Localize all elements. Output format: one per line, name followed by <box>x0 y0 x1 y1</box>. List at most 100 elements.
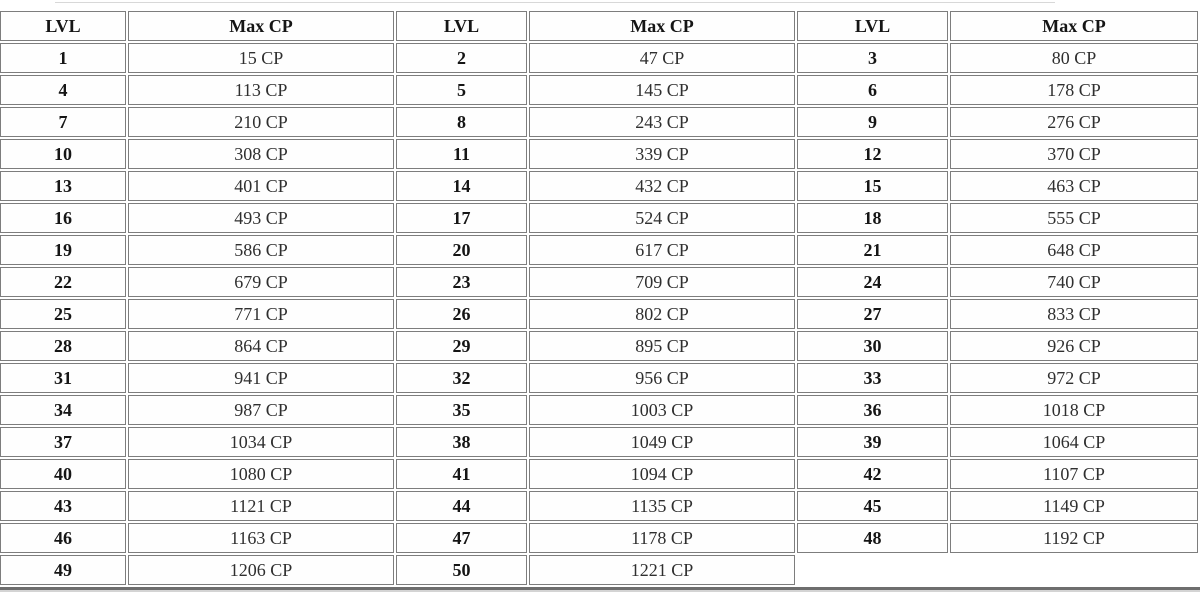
bottom-rule <box>0 587 1200 590</box>
max-cp-cell: 1135 CP <box>529 491 795 521</box>
max-cp-cell: 15 CP <box>128 43 394 73</box>
column-header-max-cp: Max CP <box>128 11 394 41</box>
level-cell: 45 <box>797 491 948 521</box>
level-cell: 5 <box>396 75 527 105</box>
table-row: 34 987 CP 35 1003 CP 36 1018 CP <box>0 395 1198 425</box>
level-cell: 44 <box>396 491 527 521</box>
column-header-lvl: LVL <box>0 11 126 41</box>
level-cell: 9 <box>797 107 948 137</box>
max-cp-cell: 47 CP <box>529 43 795 73</box>
level-cell: 38 <box>396 427 527 457</box>
level-cell: 47 <box>396 523 527 553</box>
level-cell: 3 <box>797 43 948 73</box>
max-cp-cell: 956 CP <box>529 363 795 393</box>
max-cp-cell: 1149 CP <box>950 491 1198 521</box>
level-cell: 40 <box>0 459 126 489</box>
table-row: 22 679 CP 23 709 CP 24 740 CP <box>0 267 1198 297</box>
max-cp-cell: 740 CP <box>950 267 1198 297</box>
level-cell: 12 <box>797 139 948 169</box>
level-cell: 37 <box>0 427 126 457</box>
max-cp-cell: 972 CP <box>950 363 1198 393</box>
level-cell: 17 <box>396 203 527 233</box>
level-cell: 48 <box>797 523 948 553</box>
table-row: 16 493 CP 17 524 CP 18 555 CP <box>0 203 1198 233</box>
level-cell: 13 <box>0 171 126 201</box>
level-cell: 26 <box>396 299 527 329</box>
level-cell: 19 <box>0 235 126 265</box>
level-cell: 29 <box>396 331 527 361</box>
level-cell: 22 <box>0 267 126 297</box>
level-cell: 2 <box>396 43 527 73</box>
table-row: 19 586 CP 20 617 CP 21 648 CP <box>0 235 1198 265</box>
level-cell: 8 <box>396 107 527 137</box>
table-row: 43 1121 CP 44 1135 CP 45 1149 CP <box>0 491 1198 521</box>
max-cp-cell: 833 CP <box>950 299 1198 329</box>
level-cell: 4 <box>0 75 126 105</box>
level-cell: 41 <box>396 459 527 489</box>
max-cp-cell: 1107 CP <box>950 459 1198 489</box>
max-cp-cell: 1080 CP <box>128 459 394 489</box>
table-row: 49 1206 CP 50 1221 CP <box>0 555 1198 585</box>
max-cp-cell: 895 CP <box>529 331 795 361</box>
column-header-lvl: LVL <box>396 11 527 41</box>
max-cp-cell: 1064 CP <box>950 427 1198 457</box>
max-cp-cell: 370 CP <box>950 139 1198 169</box>
level-cell: 33 <box>797 363 948 393</box>
max-cp-cell: 1192 CP <box>950 523 1198 553</box>
level-cell: 15 <box>797 171 948 201</box>
level-cell: 11 <box>396 139 527 169</box>
column-header-lvl: LVL <box>797 11 948 41</box>
level-cell: 34 <box>0 395 126 425</box>
level-cell: 30 <box>797 331 948 361</box>
max-cp-cell: 709 CP <box>529 267 795 297</box>
table-row: 46 1163 CP 47 1178 CP 48 1192 CP <box>0 523 1198 553</box>
level-cell: 28 <box>0 331 126 361</box>
max-cp-cell: 524 CP <box>529 203 795 233</box>
level-cell: 39 <box>797 427 948 457</box>
level-cell: 36 <box>797 395 948 425</box>
level-cell: 1 <box>0 43 126 73</box>
level-cell: 42 <box>797 459 948 489</box>
max-cp-cell: 1163 CP <box>128 523 394 553</box>
level-cell: 16 <box>0 203 126 233</box>
max-cp-cell: 771 CP <box>128 299 394 329</box>
max-cp-cell: 80 CP <box>950 43 1198 73</box>
max-cp-cell: 308 CP <box>128 139 394 169</box>
table-row: 1 15 CP 2 47 CP 3 80 CP <box>0 43 1198 73</box>
max-cp-cell: 463 CP <box>950 171 1198 201</box>
level-cell: 25 <box>0 299 126 329</box>
max-cp-cell: 276 CP <box>950 107 1198 137</box>
max-cp-cell: 1049 CP <box>529 427 795 457</box>
max-cp-level-table: LVL Max CP LVL Max CP LVL Max CP 1 15 CP 2 47 CP… <box>0 9 1200 587</box>
table-row: 25 771 CP 26 802 CP 27 833 CP <box>0 299 1198 329</box>
table-row: 10 308 CP 11 339 CP 12 370 CP <box>0 139 1198 169</box>
level-cell: 20 <box>396 235 527 265</box>
max-cp-cell: 113 CP <box>128 75 394 105</box>
max-cp-cell: 1094 CP <box>529 459 795 489</box>
max-cp-cell: 243 CP <box>529 107 795 137</box>
table-row: 4 113 CP 5 145 CP 6 178 CP <box>0 75 1198 105</box>
max-cp-cell: 864 CP <box>128 331 394 361</box>
max-cp-cell: 1018 CP <box>950 395 1198 425</box>
table-body: 1 15 CP 2 47 CP 3 80 CP 4 113 CP 5 145 CP 6 178 CP 7… <box>0 43 1198 585</box>
max-cp-cell: 210 CP <box>128 107 394 137</box>
level-cell: 49 <box>0 555 126 585</box>
level-cell: 10 <box>0 139 126 169</box>
max-cp-cell: 586 CP <box>128 235 394 265</box>
header-row: LVL Max CP LVL Max CP LVL Max CP <box>0 11 1198 41</box>
level-cell: 32 <box>396 363 527 393</box>
max-cp-cell: 493 CP <box>128 203 394 233</box>
table-row: 28 864 CP 29 895 CP 30 926 CP <box>0 331 1198 361</box>
max-cp-cell: 1206 CP <box>128 555 394 585</box>
max-cp-cell: 145 CP <box>529 75 795 105</box>
table-row: 31 941 CP 32 956 CP 33 972 CP <box>0 363 1198 393</box>
max-cp-cell: 178 CP <box>950 75 1198 105</box>
level-cell: 31 <box>0 363 126 393</box>
level-cell: 43 <box>0 491 126 521</box>
level-cell: 18 <box>797 203 948 233</box>
table-row: 7 210 CP 8 243 CP 9 276 CP <box>0 107 1198 137</box>
level-cell: 23 <box>396 267 527 297</box>
max-cp-cell: 617 CP <box>529 235 795 265</box>
max-cp-cell: 432 CP <box>529 171 795 201</box>
